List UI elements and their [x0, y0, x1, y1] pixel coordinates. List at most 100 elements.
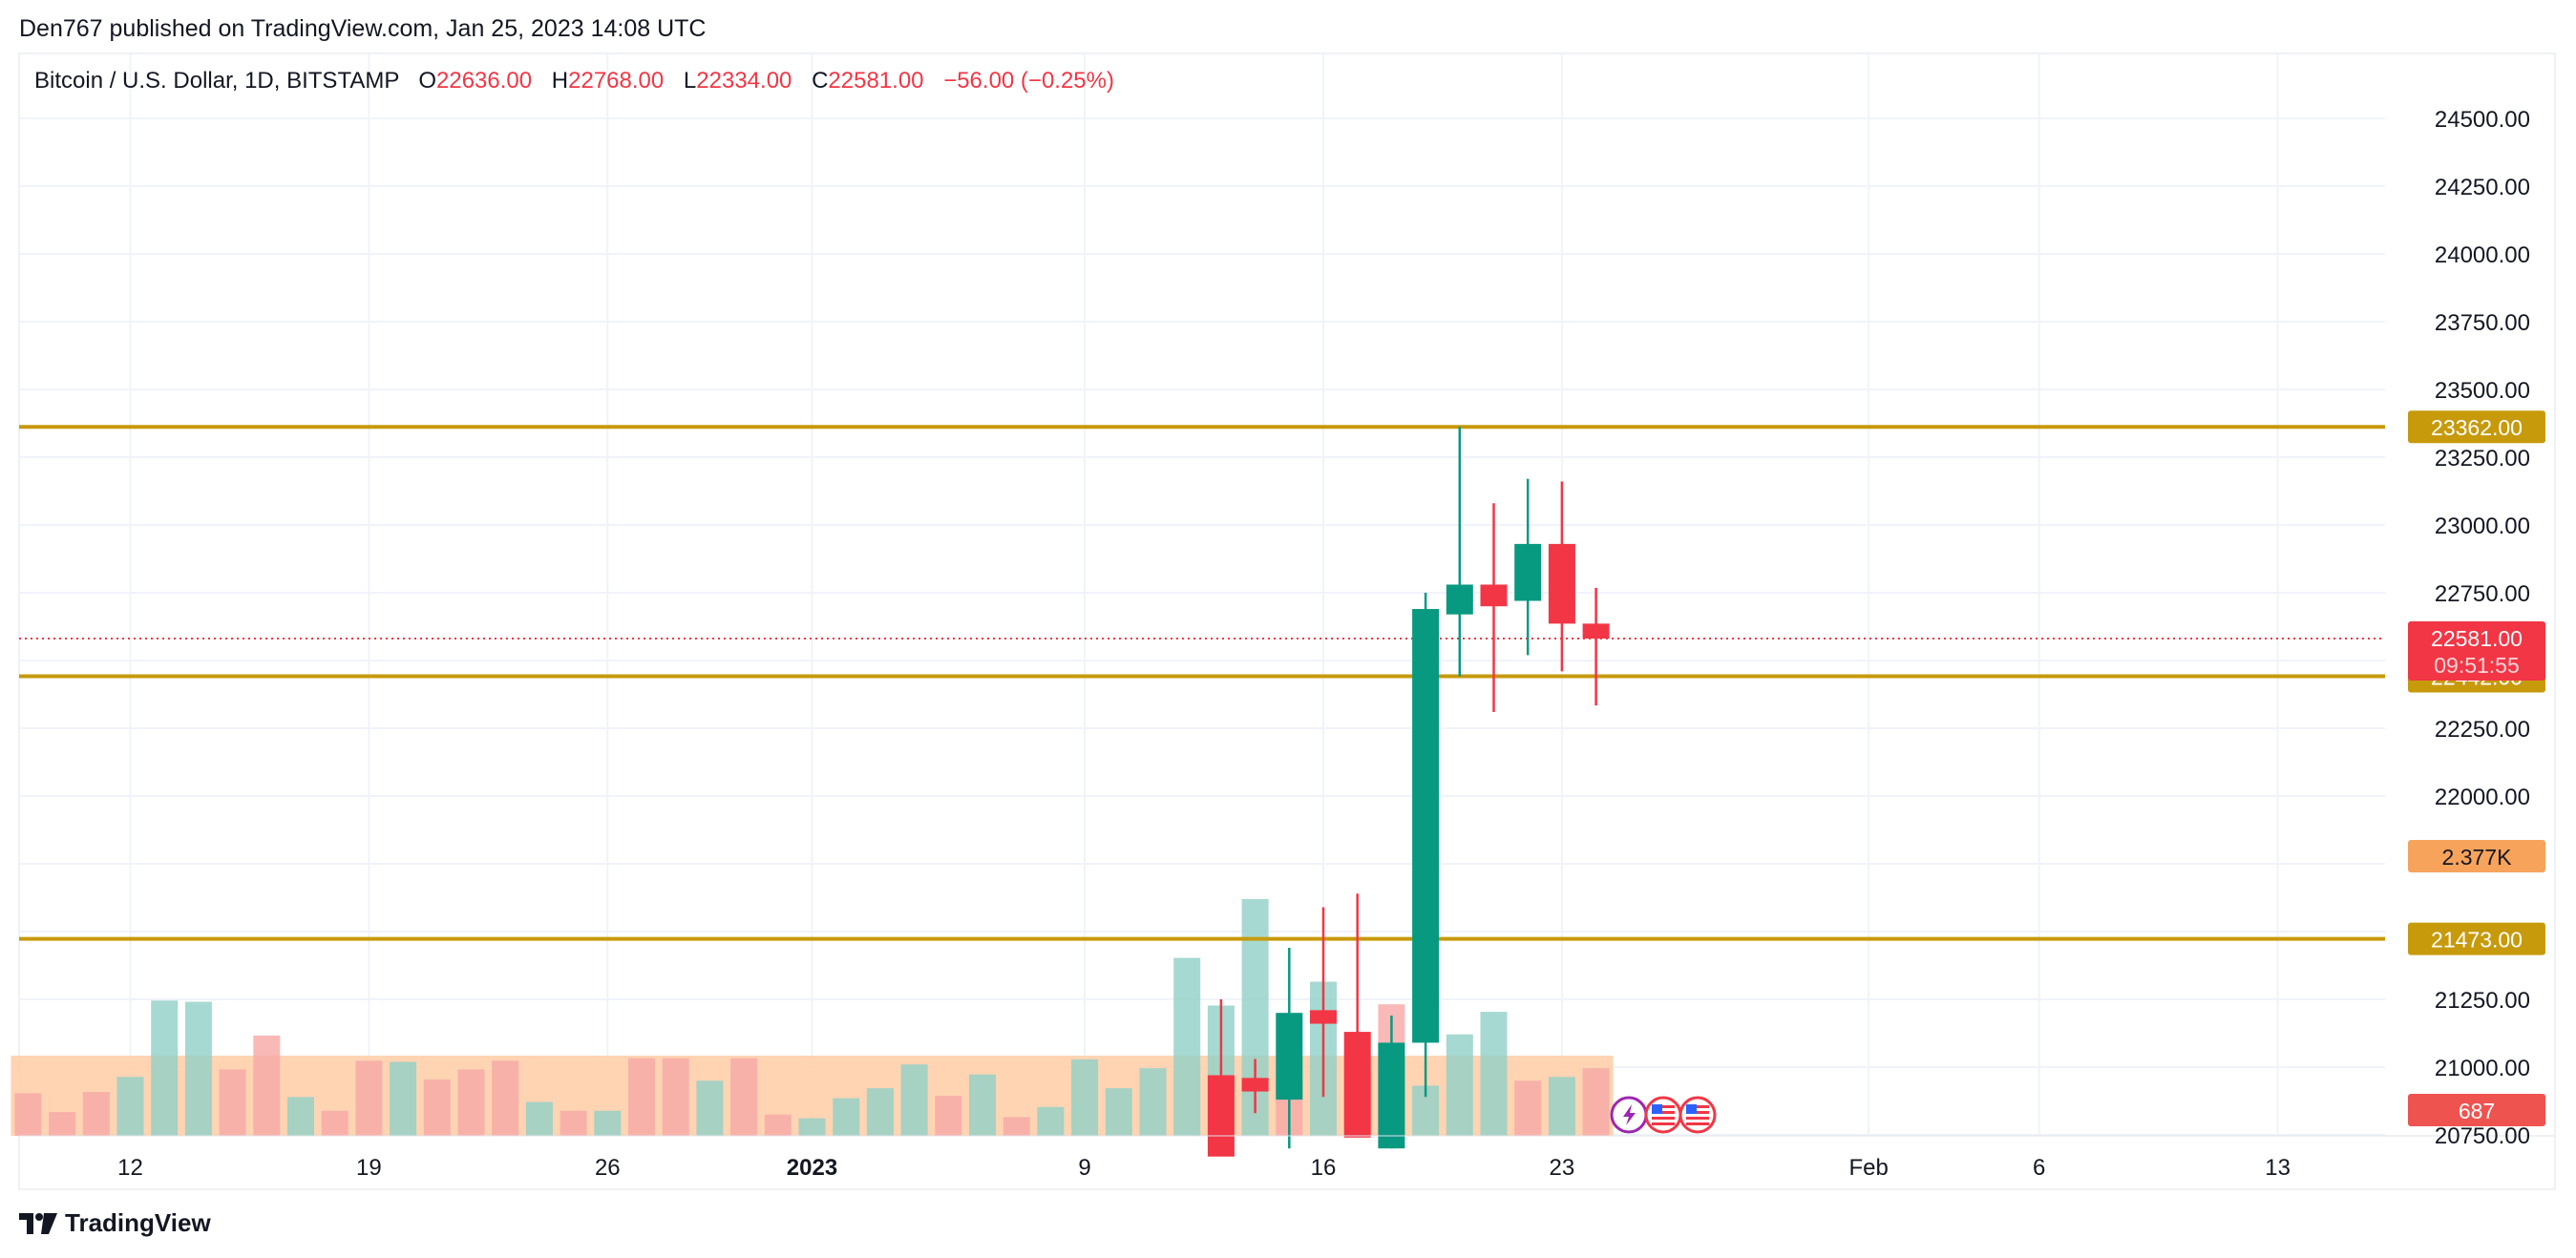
volume-bar[interactable]	[184, 1001, 212, 1136]
symbol-legend: Bitcoin / U.S. Dollar, 1D, BITSTAMP O226…	[34, 68, 1114, 94]
volume-bar[interactable]	[594, 1110, 622, 1136]
low-key: L	[683, 68, 697, 94]
candle-body[interactable]	[1207, 1075, 1235, 1157]
last-price-tag-text: 22581.00	[2431, 626, 2523, 651]
volume-bar[interactable]	[390, 1061, 417, 1136]
brand-name: TradingView	[65, 1208, 211, 1237]
y-axis-tick-label: 21250.00	[2435, 988, 2530, 1014]
flag-stripe	[1686, 1105, 1709, 1108]
level-price-tag[interactable]	[2408, 922, 2545, 955]
volume-bar[interactable]	[151, 1000, 179, 1136]
volume-bar[interactable]	[116, 1077, 144, 1136]
volume-bar[interactable]	[321, 1110, 348, 1136]
volume-bar[interactable]	[1582, 1068, 1610, 1136]
volume-bar[interactable]	[628, 1058, 655, 1136]
candle-body[interactable]	[1514, 543, 1542, 601]
volume-bar[interactable]	[730, 1058, 758, 1136]
volume-bar[interactable]	[696, 1080, 724, 1136]
candle-body[interactable]	[1343, 1032, 1371, 1138]
y-axis-tick-label: 22750.00	[2435, 581, 2530, 607]
volume-bar[interactable]	[82, 1092, 110, 1136]
volume-bar[interactable]	[935, 1095, 962, 1136]
close-key: C	[812, 68, 829, 94]
volume-bar[interactable]	[1548, 1077, 1575, 1136]
volume-bar[interactable]	[219, 1069, 246, 1136]
candle-body[interactable]	[1241, 1078, 1269, 1092]
volume-bar[interactable]	[1139, 1068, 1167, 1136]
y-axis-tick-label: 24250.00	[2435, 175, 2530, 200]
volume-bar[interactable]	[423, 1079, 451, 1136]
y-axis-tick-label: 21000.00	[2435, 1056, 2530, 1081]
lightning-glyph	[1623, 1104, 1636, 1125]
flag-stripe	[1686, 1122, 1709, 1125]
candle-body[interactable]	[1446, 584, 1473, 615]
volume-bar[interactable]	[253, 1035, 281, 1136]
last-price-tag[interactable]	[2408, 620, 2545, 681]
candle-body[interactable]	[1276, 1013, 1303, 1101]
tradingview-brand[interactable]: TradingView	[19, 1208, 211, 1238]
high-key: H	[551, 68, 569, 94]
x-axis-tick-label: 12	[117, 1155, 143, 1181]
us-flag-icon[interactable]	[1644, 1096, 1682, 1134]
volume-bar[interactable]	[798, 1118, 826, 1136]
volume-bar[interactable]	[560, 1110, 587, 1136]
volume-bar[interactable]	[1514, 1080, 1542, 1136]
volume-bar[interactable]	[833, 1098, 860, 1136]
y-axis-tick-label: 23000.00	[2435, 514, 2530, 539]
candle-body[interactable]	[1310, 1010, 1337, 1024]
level-price-tag-text: 21473.00	[2431, 928, 2523, 953]
flag-canton	[1652, 1104, 1662, 1114]
candle-body[interactable]	[1582, 623, 1610, 639]
flag-stripe	[1686, 1117, 1709, 1120]
y-axis-tick-label: 23750.00	[2435, 310, 2530, 336]
x-axis-tick-label: 16	[1311, 1155, 1337, 1181]
candle-body[interactable]	[1548, 543, 1575, 624]
y-axis-tick-label: 23500.00	[2435, 378, 2530, 404]
high-value: 22768.00	[568, 68, 665, 94]
volume-bar[interactable]	[1173, 957, 1201, 1136]
candle-body[interactable]	[1412, 609, 1440, 1043]
candle-body[interactable]	[1480, 584, 1508, 607]
volume-bar[interactable]	[1480, 1012, 1508, 1136]
x-axis-tick-label: 23	[1550, 1155, 1575, 1181]
volume-bar[interactable]	[1003, 1117, 1030, 1136]
chart-frame	[18, 52, 2556, 1190]
volume-last-tag[interactable]	[2408, 1094, 2545, 1126]
volume-bar[interactable]	[764, 1114, 792, 1136]
volume-bar[interactable]	[525, 1101, 553, 1136]
y-axis-tick-label: 22000.00	[2435, 785, 2530, 810]
change-value: −56.00 (−0.25%)	[943, 68, 1114, 94]
volume-bar[interactable]	[49, 1112, 76, 1136]
us-flag-icon[interactable]	[1679, 1096, 1717, 1134]
flag-canton	[1686, 1104, 1697, 1114]
x-axis-tick-label: 9	[1078, 1155, 1090, 1181]
y-axis-tick-label: 23250.00	[2435, 446, 2530, 472]
volume-last-tag-text: 687	[2459, 1099, 2495, 1123]
flag-stripe	[1652, 1105, 1675, 1108]
volume-bar[interactable]	[1037, 1106, 1065, 1136]
volume-bar[interactable]	[492, 1060, 519, 1136]
volume-bar[interactable]	[662, 1058, 689, 1136]
volume-bar[interactable]	[287, 1097, 314, 1136]
x-axis-tick-label: 6	[2033, 1155, 2045, 1181]
volume-max-tag[interactable]	[2408, 840, 2545, 872]
volume-bar[interactable]	[900, 1064, 928, 1136]
open-value: 22636.00	[436, 68, 533, 94]
candle-body[interactable]	[1378, 1042, 1405, 1149]
y-axis-tick-label: 24500.00	[2435, 107, 2530, 133]
volume-bar[interactable]	[1446, 1034, 1473, 1136]
flag-stripe	[1652, 1122, 1675, 1125]
volume-bar[interactable]	[1071, 1059, 1099, 1136]
volume-bar[interactable]	[1105, 1088, 1132, 1136]
volume-bar[interactable]	[457, 1069, 485, 1136]
volume-bar[interactable]	[355, 1060, 383, 1136]
open-key: O	[418, 68, 437, 94]
volume-bar[interactable]	[969, 1074, 996, 1136]
volume-bar[interactable]	[866, 1088, 894, 1136]
volume-max-tag-text: 2.377K	[2442, 845, 2513, 870]
symbol-title[interactable]: Bitcoin / U.S. Dollar, 1D, BITSTAMP	[34, 68, 400, 94]
level-price-tag[interactable]	[2408, 410, 2545, 444]
volume-bar[interactable]	[14, 1093, 42, 1136]
